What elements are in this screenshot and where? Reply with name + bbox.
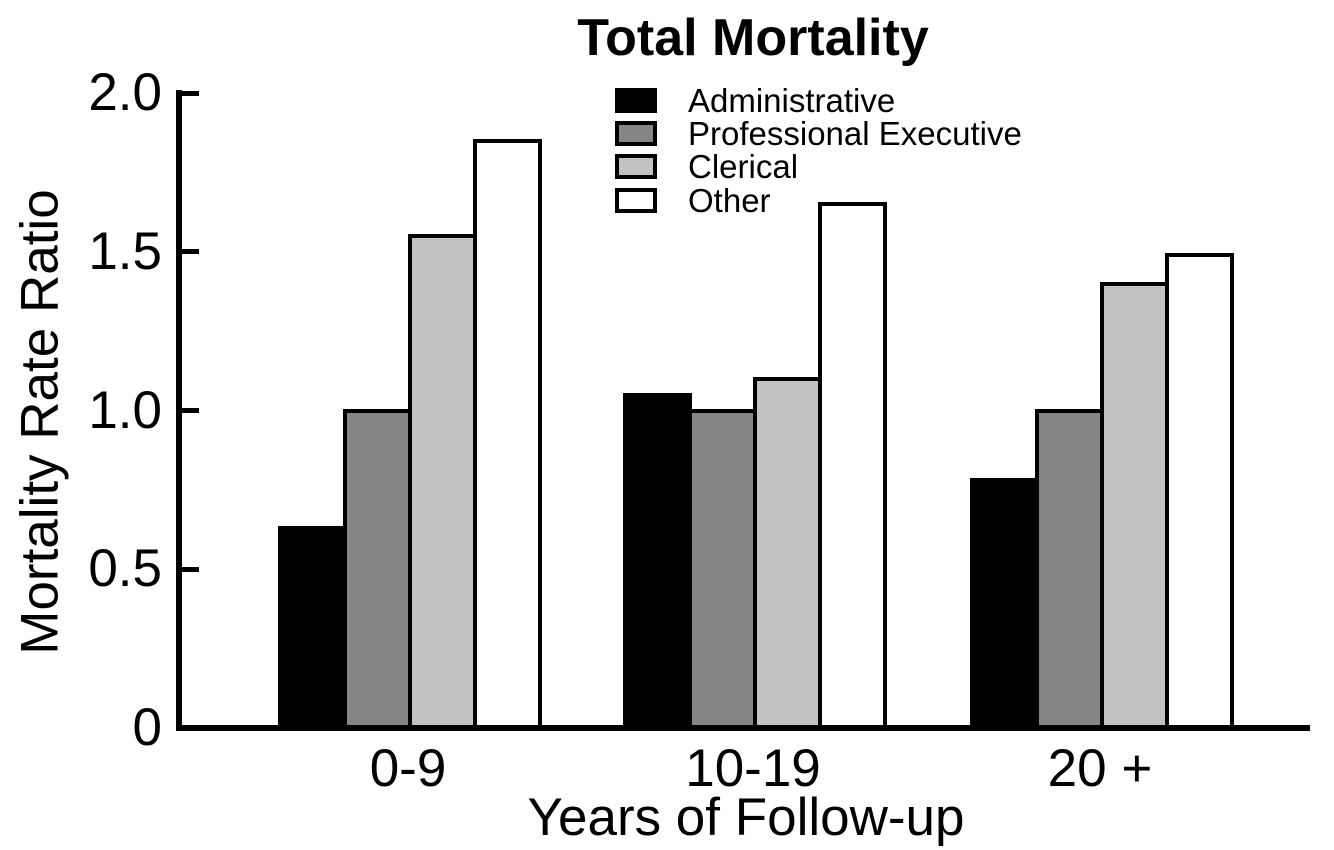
y-tick-label: 2.0 [88,63,162,122]
y-tick-label: 0.5 [88,539,162,599]
bar-professional-executive-20+ [1035,408,1104,731]
legend-swatch-icon [615,87,657,113]
bar-clerical-10-19 [753,376,822,731]
y-axis-line [176,90,182,731]
y-tick-label: 1.5 [88,221,162,281]
legend-label: Administrative [688,81,896,119]
legend-item-clerical: Clerical [615,148,799,186]
legend-swatch-icon [615,120,657,146]
legend-item-professional-executive: Professional Executive [615,114,1022,152]
y-tick-mark-2.0 [182,90,199,96]
bar-professional-executive-10-19 [688,408,757,731]
legend-swatch-icon [615,187,657,213]
x-axis-title: Years of Follow-up [527,788,965,847]
legend-label: Other [688,181,771,219]
bar-other-20+ [1165,252,1234,731]
bar-other-10-19 [818,202,887,731]
bar-administrative-10-19 [623,392,692,731]
x-tick-label-0-9: 0-9 [369,739,447,798]
bar-administrative-20+ [970,478,1039,731]
y-tick-mark-1.5 [182,249,199,255]
bar-other-0-9 [473,138,542,731]
y-tick-label: 1.0 [88,380,162,440]
x-tick-label-10-19: 10-19 [685,739,821,798]
bar-clerical-0-9 [408,233,477,731]
bar-administrative-0-9 [278,525,347,731]
y-tick-mark-1.0 [182,408,199,413]
bar-clerical-20+ [1100,281,1169,731]
chart-title: Total Mortality [577,9,929,67]
legend-label: Professional Executive [688,114,1022,152]
x-axis-line [176,725,1310,731]
legend-item-administrative: Administrative [615,81,896,119]
y-tick-label: 0 [132,698,162,757]
legend-label: Clerical [688,148,799,186]
y-tick-mark-0.5 [182,566,199,572]
x-tick-label-20+: 20 + [1047,739,1153,798]
bar-professional-executive-0-9 [343,408,412,731]
legend-swatch-icon [615,154,657,180]
legend-item-other: Other [615,181,771,219]
